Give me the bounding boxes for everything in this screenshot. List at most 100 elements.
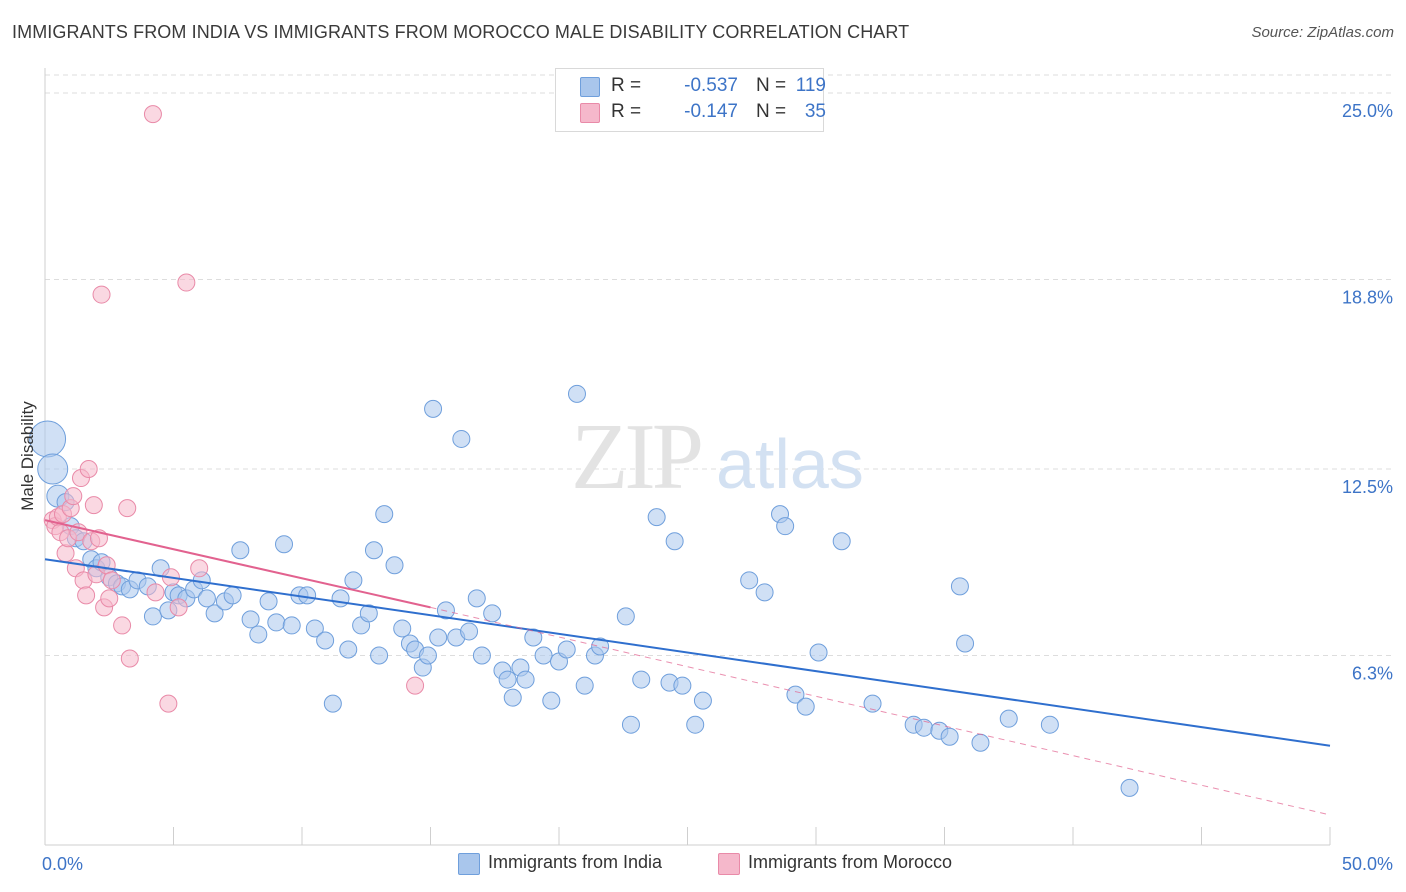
- india-point: [429, 628, 448, 647]
- india-point: [197, 589, 216, 608]
- india-point: [370, 646, 389, 665]
- india-point: [483, 604, 502, 623]
- y-axis-label: Male Disability: [18, 401, 37, 511]
- morocco-point: [169, 598, 188, 617]
- india-point: [567, 384, 586, 403]
- morocco-point: [190, 559, 209, 578]
- india-point: [796, 697, 815, 716]
- india-point: [282, 616, 301, 635]
- correlation-legend: R = -0.537 N = 119 R = -0.147 N = 35: [555, 68, 826, 132]
- morocco-swatch: [718, 853, 740, 875]
- india-point: [249, 625, 268, 644]
- tick-labels: 6.3% 12.5% 18.8% 25.0% 0.0% 50.0%: [42, 101, 1393, 874]
- india-point: [364, 541, 383, 560]
- india-point: [534, 646, 553, 665]
- morocco-point: [77, 586, 96, 605]
- india-point: [298, 586, 317, 605]
- watermark: ZIP atlas: [571, 405, 864, 509]
- india-point: [385, 556, 404, 575]
- india-point: [693, 691, 712, 710]
- morocco-point: [159, 694, 178, 713]
- morocco-legend-label: Immigrants from Morocco: [748, 852, 953, 872]
- india-point: [832, 532, 851, 551]
- india-point: [542, 691, 561, 710]
- india-point: [575, 676, 594, 695]
- india-point: [776, 517, 795, 536]
- morocco-point: [406, 676, 425, 695]
- india-point: [205, 604, 224, 623]
- india-point: [498, 670, 517, 689]
- india-point: [557, 640, 576, 659]
- legend-n-value: 35: [804, 101, 826, 122]
- india-point: [686, 715, 705, 734]
- watermark-zip: ZIP: [571, 405, 701, 509]
- morocco-point: [56, 544, 75, 563]
- morocco-points: [43, 105, 425, 713]
- india-point: [375, 505, 394, 524]
- india-point: [231, 541, 250, 560]
- source-label: Source: ZipAtlas.com: [1251, 24, 1394, 41]
- india-point: [452, 429, 471, 448]
- india-point: [359, 604, 378, 623]
- india-point: [809, 643, 828, 662]
- india-point: [305, 619, 324, 638]
- x-tick-label: 50.0%: [1342, 854, 1393, 874]
- legend-n-value: 119: [795, 75, 826, 96]
- india-swatch: [580, 77, 600, 97]
- x-tick-label: 0.0%: [42, 854, 83, 874]
- india-point: [418, 646, 437, 665]
- india-point: [424, 399, 443, 418]
- india-point: [344, 571, 363, 590]
- india-point: [37, 453, 69, 485]
- india-point: [940, 727, 959, 746]
- morocco-point: [84, 496, 103, 515]
- morocco-point: [97, 556, 116, 575]
- india-point: [665, 532, 684, 551]
- india-point: [755, 583, 774, 602]
- y-tick-label: 18.8%: [1342, 288, 1393, 308]
- india-point: [275, 535, 294, 554]
- india-point: [323, 694, 342, 713]
- morocco-point: [64, 487, 83, 506]
- india-point: [647, 508, 666, 527]
- india-point: [472, 646, 491, 665]
- india-point: [1040, 715, 1059, 734]
- india-point: [393, 619, 412, 638]
- morocco-point: [92, 285, 111, 304]
- india-point: [863, 694, 882, 713]
- india-legend-label: Immigrants from India: [488, 852, 663, 872]
- india-point: [259, 592, 278, 611]
- y-tick-label: 12.5%: [1342, 477, 1393, 497]
- india-swatch: [458, 853, 480, 875]
- india-point: [621, 715, 640, 734]
- india-point: [436, 601, 455, 620]
- y-tick-label: 25.0%: [1342, 101, 1393, 121]
- morocco-point: [102, 571, 121, 590]
- legend-r-value: -0.537: [684, 75, 738, 96]
- india-point: [241, 610, 260, 629]
- india-point: [516, 670, 535, 689]
- watermark-atlas: atlas: [716, 425, 864, 503]
- india-point: [524, 628, 543, 647]
- india-point: [999, 709, 1018, 728]
- morocco-point: [100, 589, 119, 608]
- morocco-point: [79, 460, 98, 479]
- india-point: [971, 733, 990, 752]
- india-point: [950, 577, 969, 596]
- trend-lines: [44, 519, 1331, 816]
- india-point: [467, 589, 486, 608]
- india-point: [331, 589, 350, 608]
- legend-r-label: R =: [611, 75, 642, 96]
- india-point: [223, 586, 242, 605]
- legend-r-value: -0.147: [684, 101, 738, 122]
- india-point: [740, 571, 759, 590]
- india-point: [956, 634, 975, 653]
- morocco-trend-extension: [430, 606, 1331, 816]
- morocco-point: [177, 273, 196, 292]
- morocco-trend-line: [44, 519, 431, 609]
- chart-title: IMMIGRANTS FROM INDIA VS IMMIGRANTS FROM…: [12, 22, 910, 42]
- india-point: [591, 637, 610, 656]
- morocco-swatch: [580, 103, 600, 123]
- india-point: [267, 613, 286, 632]
- legend-r-label: R =: [611, 101, 642, 122]
